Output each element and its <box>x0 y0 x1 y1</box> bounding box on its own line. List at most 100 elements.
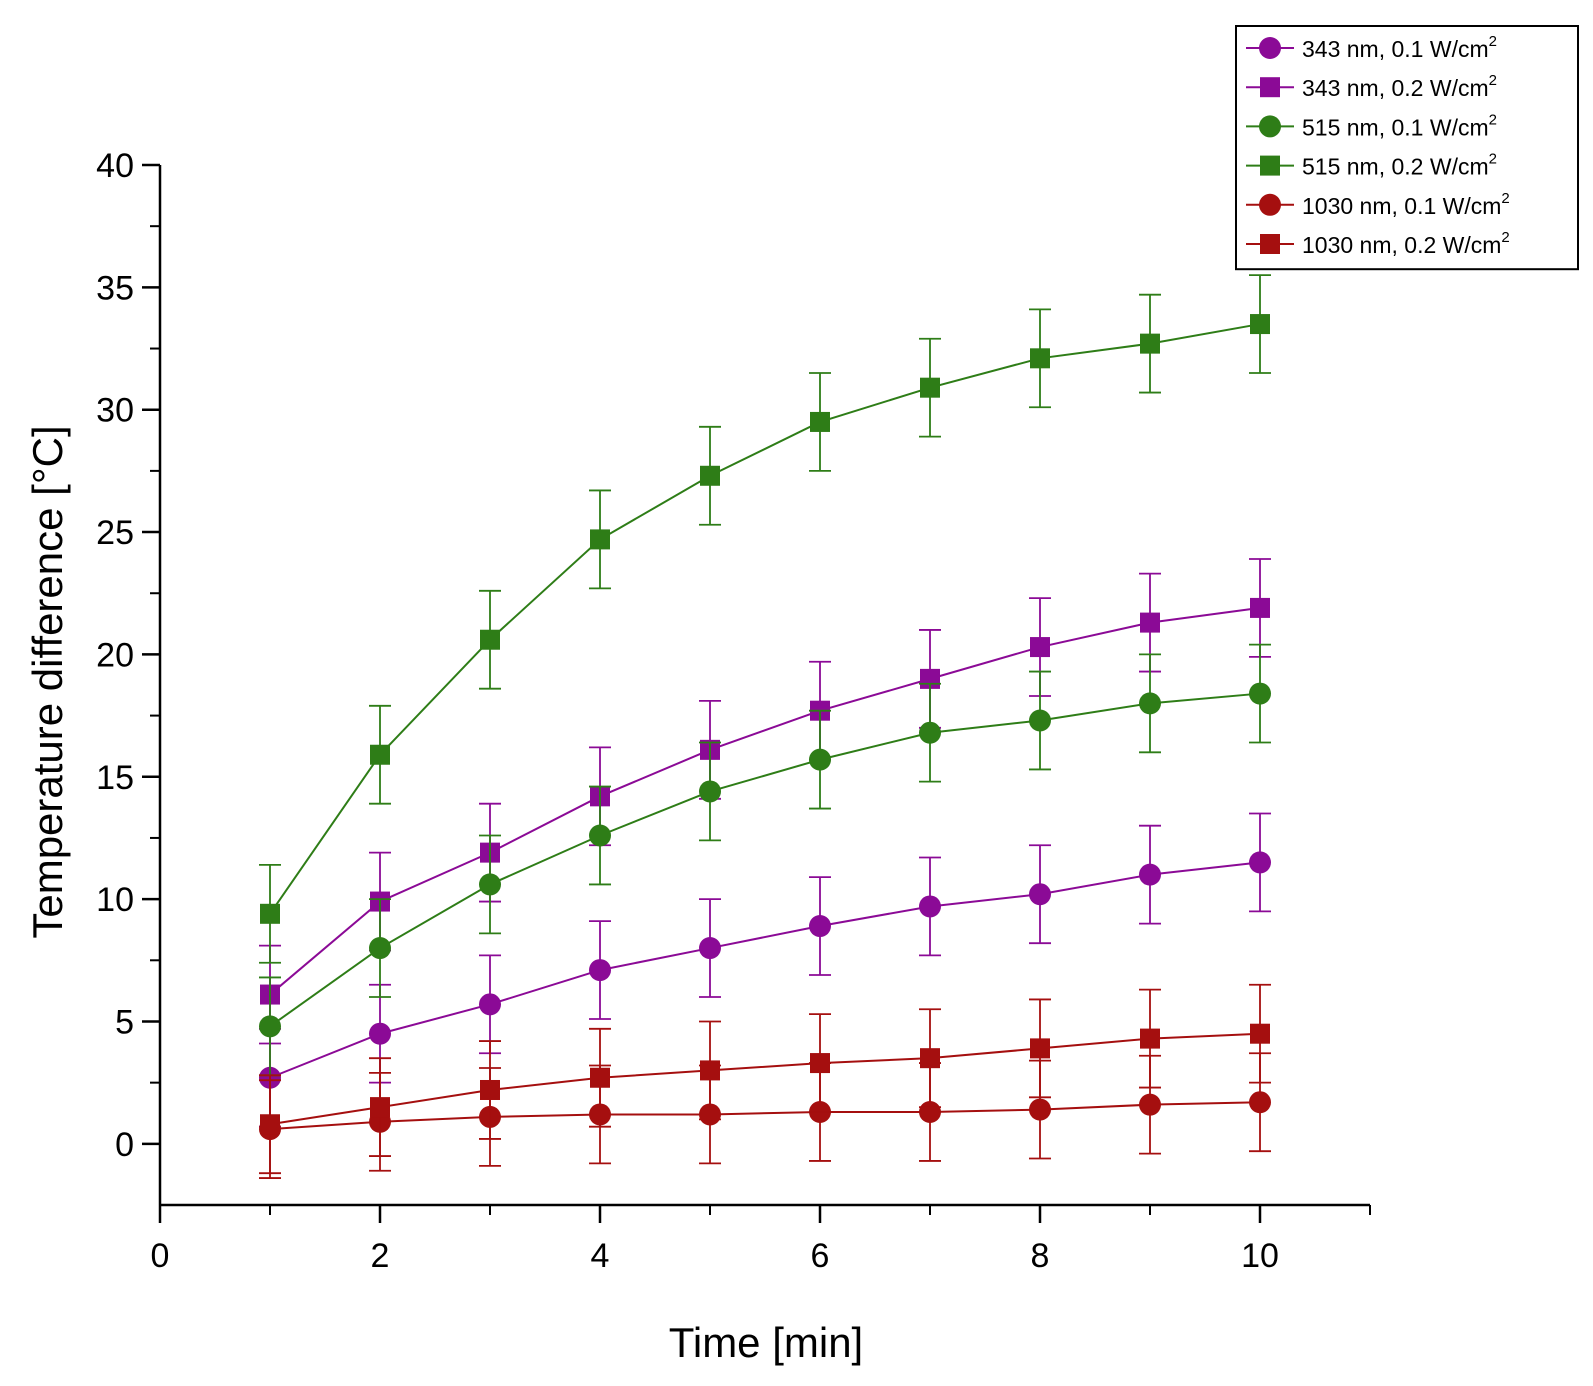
y-tick-label: 35 <box>96 269 134 307</box>
legend-label-main: 515 nm, 0.1 W/cm <box>1302 114 1489 140</box>
data-point <box>1029 1098 1051 1121</box>
legend-label-main: 343 nm, 0.2 W/cm <box>1302 75 1489 101</box>
data-point <box>810 1053 830 1074</box>
series-line <box>269 323 1261 915</box>
legend-label-main: 343 nm, 0.1 W/cm <box>1302 36 1489 62</box>
y-tick-label: 40 <box>96 147 134 185</box>
data-point <box>1249 1091 1271 1114</box>
data-point <box>259 1015 281 1038</box>
legend-label: 515 nm, 0.1 W/cm2 <box>1302 111 1497 140</box>
data-point <box>369 1022 391 1045</box>
y-tick-label: 10 <box>96 881 134 919</box>
legend-item: 343 nm, 0.1 W/cm2 <box>1246 33 1497 62</box>
y-tick-label: 20 <box>96 636 134 674</box>
legend-label-superscript: 2 <box>1489 33 1497 50</box>
data-point <box>1250 597 1270 618</box>
data-point <box>1139 1093 1161 1116</box>
legend-marker <box>1260 155 1280 176</box>
data-point <box>260 903 280 924</box>
data-point <box>1030 348 1050 369</box>
legend-item: 343 nm, 0.2 W/cm2 <box>1246 72 1497 101</box>
data-point <box>590 1067 610 1088</box>
y-tick-label: 0 <box>115 1126 134 1164</box>
data-point <box>809 748 831 771</box>
legend-item: 1030 nm, 0.1 W/cm2 <box>1246 190 1510 219</box>
data-point <box>589 824 611 847</box>
legend-label-superscript: 2 <box>1501 229 1509 246</box>
legend-marker <box>1260 77 1280 98</box>
plot-area: 0 5 10 15 20 25 30 35 40 0 2 4 6 8 10 <box>96 147 1371 1275</box>
data-point <box>700 465 720 486</box>
legend-label-main: 1030 nm, 0.2 W/cm <box>1302 232 1501 258</box>
data-point <box>1029 709 1051 732</box>
y-tick-label: 30 <box>96 392 134 430</box>
data-point <box>480 629 500 650</box>
data-point <box>920 1048 940 1069</box>
legend-marker <box>1259 193 1281 216</box>
data-point <box>590 529 610 550</box>
legend-label: 343 nm, 0.1 W/cm2 <box>1302 33 1497 62</box>
data-point <box>700 1060 720 1081</box>
legend-label-main: 515 nm, 0.2 W/cm <box>1302 154 1489 180</box>
y-tick-label: 5 <box>115 1003 134 1041</box>
data-point <box>370 744 390 765</box>
data-point <box>809 915 831 938</box>
data-point <box>810 411 830 432</box>
series-layer <box>259 274 1271 1179</box>
data-point <box>1250 314 1270 335</box>
data-point <box>920 377 940 398</box>
data-point <box>479 873 501 896</box>
data-point <box>1249 682 1271 705</box>
series-line <box>269 606 1261 996</box>
x-tick-label: 6 <box>811 1237 830 1275</box>
y-tick-label: 15 <box>96 759 134 797</box>
data-point <box>1249 851 1271 874</box>
data-point <box>919 895 941 918</box>
data-point <box>699 937 721 960</box>
legend-label: 1030 nm, 0.1 W/cm2 <box>1302 190 1510 219</box>
data-point <box>479 993 501 1016</box>
legend-item: 515 nm, 0.2 W/cm2 <box>1246 151 1497 180</box>
data-point <box>1029 883 1051 906</box>
y-axis-title: Temperature difference [°C] <box>24 425 71 938</box>
x-axis-title: Time [min] <box>669 1319 863 1366</box>
legend-label-superscript: 2 <box>1501 190 1509 207</box>
series-4 <box>259 274 1271 964</box>
data-point <box>369 937 391 960</box>
legend-marker <box>1259 115 1281 138</box>
legend-label: 343 nm, 0.2 W/cm2 <box>1302 72 1497 101</box>
x-tick-label: 8 <box>1031 1237 1050 1275</box>
legend-marker <box>1259 37 1281 59</box>
data-point <box>919 721 941 744</box>
series-3 <box>259 643 1271 1077</box>
series-line <box>269 1101 1261 1131</box>
legend-label: 515 nm, 0.2 W/cm2 <box>1302 151 1497 180</box>
data-point <box>1140 612 1160 633</box>
data-point <box>480 1079 500 1100</box>
legend-label-superscript: 2 <box>1489 111 1497 128</box>
legend-label: 1030 nm, 0.2 W/cm2 <box>1302 229 1510 258</box>
series-1 <box>259 812 1271 1128</box>
legend-label-superscript: 2 <box>1489 151 1497 168</box>
x-tick-label: 0 <box>151 1237 170 1275</box>
series-line <box>269 861 1261 1079</box>
legend-item: 1030 nm, 0.2 W/cm2 <box>1246 229 1510 258</box>
data-point <box>589 959 611 982</box>
y-axis: 0 5 10 15 20 25 30 35 40 <box>96 147 162 1205</box>
legend-item: 515 nm, 0.1 W/cm2 <box>1246 111 1497 140</box>
data-point <box>1139 692 1161 715</box>
data-point <box>1250 1023 1270 1044</box>
data-point <box>370 1097 390 1118</box>
x-tick-label: 2 <box>371 1237 390 1275</box>
series-line <box>269 1032 1261 1126</box>
data-point <box>1030 1038 1050 1059</box>
data-point <box>1140 333 1160 354</box>
x-tick-label: 4 <box>591 1237 610 1275</box>
data-point <box>260 1114 280 1135</box>
data-point <box>1139 863 1161 886</box>
legend-label-superscript: 2 <box>1489 72 1497 89</box>
data-point <box>1030 637 1050 658</box>
data-point <box>1140 1028 1160 1049</box>
